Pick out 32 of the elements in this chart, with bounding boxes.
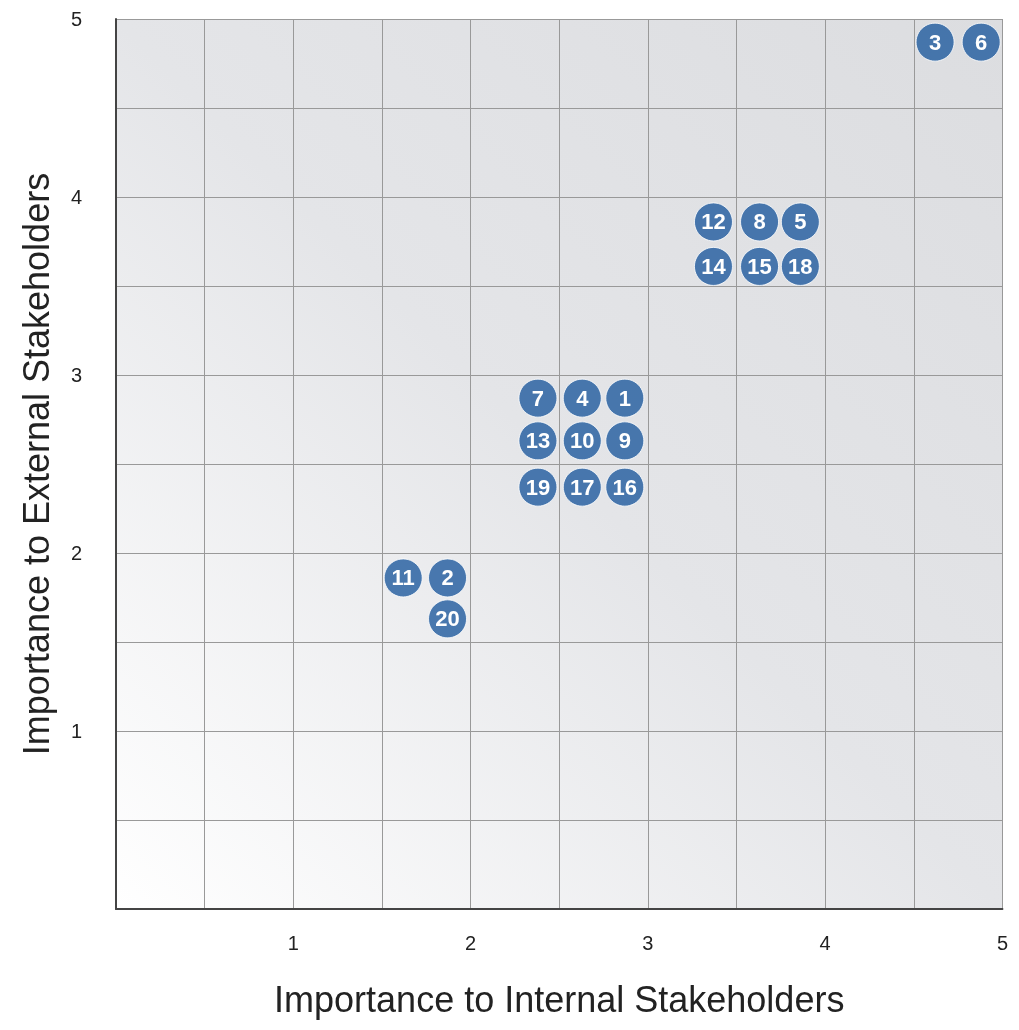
x-tick-label: 3 [642,932,654,954]
annotation: 5 [794,209,807,235]
x-tick-label: 5 [996,932,1008,954]
annotation: 15 [747,253,772,279]
y-tick-label: 3 [70,364,82,386]
annotation: 2 [441,565,454,591]
annotation: 20 [435,606,460,632]
annotation: 12 [701,209,726,235]
annotation: 10 [570,428,595,454]
x-axis-title: Importance to Internal Stakeholders [274,978,845,1020]
x-tick-label: 1 [287,932,299,954]
y-tick-label: 1 [70,720,82,742]
y-tick-label: 5 [70,8,82,30]
annotation: 7 [531,385,545,411]
annotation: 8 [753,209,766,235]
annotation: 14 [701,253,727,279]
x-tick-label: 2 [465,932,477,954]
annotation: 18 [788,253,813,279]
y-axis-title: Importance to External Stakeholders [15,172,57,756]
annotation: 13 [525,428,551,454]
y-tick-label: 2 [70,542,82,564]
annotation: 3 [928,29,942,55]
annotation: 19 [525,474,551,500]
annotation: 4 [576,385,590,411]
annotation: 1 [618,385,631,411]
annotation: 11 [391,565,415,591]
annotation: 9 [618,428,631,454]
annotation: 6 [975,29,988,55]
annotation: 16 [612,474,638,500]
y-tick-label: 4 [70,186,82,208]
annotation: 17 [570,474,595,500]
x-tick-label: 4 [819,932,831,954]
